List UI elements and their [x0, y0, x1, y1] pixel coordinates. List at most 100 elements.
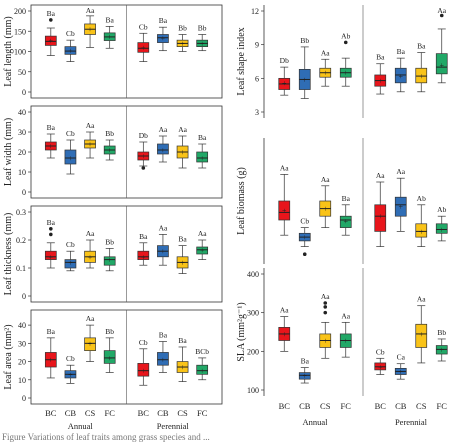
y-tick-label: 20	[18, 358, 26, 367]
y-axis-label: Leaf length (mm)	[3, 16, 14, 87]
significance-letter: Aa	[178, 125, 187, 134]
box-bc-annual: +	[278, 66, 291, 96]
y-tick-label: 150	[14, 27, 26, 36]
box-body	[137, 363, 150, 377]
significance-letter: Ba	[47, 123, 56, 132]
y-tick-label: 12	[251, 7, 259, 16]
box-body	[84, 337, 96, 351]
x-tick-label: CB	[299, 401, 311, 411]
mean-marker: +	[141, 152, 146, 161]
box-body	[64, 149, 77, 165]
box-body	[298, 372, 311, 380]
mean-marker: +	[398, 72, 403, 81]
mean-marker: +	[161, 34, 166, 43]
mean-marker: +	[68, 154, 73, 163]
significance-letter: Ab	[417, 194, 426, 203]
x-tick-label: CB	[395, 401, 407, 411]
mean-marker: +	[343, 217, 348, 226]
box-body	[137, 250, 150, 260]
significance-letter: Aa	[321, 292, 330, 301]
box-cs-annual: +	[84, 15, 96, 48]
group-label-annual: Annual	[68, 421, 94, 431]
box-bc-annual: +	[278, 316, 291, 352]
box-body	[157, 352, 169, 366]
mean-marker: +	[88, 25, 93, 34]
group-label-annual: Annual	[302, 417, 328, 427]
x-tick-label: CS	[416, 401, 427, 411]
box-body	[278, 200, 291, 221]
box-body	[196, 151, 209, 163]
mean-marker: +	[378, 77, 383, 86]
box-fc-annual: +	[103, 26, 116, 49]
y-tick-label: 40	[18, 108, 26, 117]
group-label-perennial: Perennial	[157, 421, 190, 431]
significance-letter: Ba	[376, 53, 385, 62]
mean-marker: +	[107, 146, 112, 155]
significance-letter: Cb	[66, 354, 75, 363]
box-fc-perennial: +	[435, 215, 448, 242]
y-tick-label: 100	[14, 48, 26, 57]
box-cb-annual: +	[298, 227, 311, 256]
significance-letter: Db	[139, 131, 148, 140]
outlier-point	[323, 310, 328, 315]
y-axis-label: Leaf width (mm)	[3, 118, 14, 186]
y-tick-label: 200	[247, 347, 259, 356]
x-tick-label: CB	[65, 408, 77, 418]
x-tick-label: CB	[157, 408, 169, 418]
mean-marker: +	[107, 354, 112, 363]
significance-letter: Bb	[300, 36, 309, 45]
box-fc-perennial: +	[196, 34, 209, 52]
y-tick-label: 0.2	[16, 236, 26, 245]
box-cb-annual: +	[64, 139, 77, 175]
y-tick-label: 10	[18, 376, 26, 385]
box-fc-annual: +	[339, 40, 352, 87]
box-body	[157, 143, 169, 155]
box-fc-perennial: +	[196, 357, 209, 381]
significance-letter: Aa	[86, 6, 95, 15]
significance-letter: Ba	[178, 235, 187, 244]
significance-letter: Cb	[66, 240, 75, 249]
significance-letter: Db	[280, 56, 289, 65]
mean-marker: +	[282, 207, 287, 216]
group-label-perennial: Perennial	[395, 417, 428, 427]
box-bc-perennial: +	[137, 32, 150, 62]
significance-letter: Ba	[342, 194, 351, 203]
box-cb-annual: +	[64, 250, 77, 272]
mean-marker: +	[49, 253, 54, 262]
y-tick-label: 50	[18, 68, 26, 77]
x-tick-label: CS	[85, 408, 96, 418]
significance-letter: Cb	[300, 217, 309, 226]
box-body	[103, 256, 116, 266]
mean-marker: +	[161, 356, 166, 365]
significance-letter: Aa	[198, 229, 207, 238]
significance-letter: Bb	[437, 328, 446, 337]
significance-letter: Ab	[341, 31, 350, 40]
box-body	[435, 223, 448, 234]
mean-marker: +	[107, 256, 112, 265]
mean-marker: +	[141, 43, 146, 52]
mean-marker: +	[419, 72, 424, 81]
mean-marker: +	[161, 146, 166, 155]
box-cs-annual: +	[319, 58, 332, 87]
y-axis-label: Leaf area (mm²)	[3, 324, 14, 389]
box-cs-perennial: +	[415, 305, 428, 364]
y-tick-label: 0.3	[16, 208, 26, 217]
significance-letter: Ba	[178, 336, 187, 345]
y-axis-label: SLA (mm²g⁻¹)	[236, 302, 247, 361]
significance-letter: Bb	[105, 327, 114, 336]
box-cs-annual: +	[319, 185, 332, 228]
x-tick-label: BC	[375, 401, 387, 411]
y-tick-label: 10	[18, 168, 26, 177]
box-fc-perennial: +	[435, 338, 448, 362]
mean-marker: +	[200, 367, 205, 376]
box-bc-perennial: +	[137, 141, 150, 170]
box-body	[394, 67, 407, 84]
box-body	[374, 204, 387, 232]
box-body	[64, 46, 77, 55]
box-body	[196, 246, 209, 255]
x-tick-label: BC	[279, 401, 291, 411]
mean-marker: +	[68, 258, 73, 267]
box-cs-perennial: +	[176, 135, 189, 169]
mean-marker: +	[88, 140, 93, 149]
